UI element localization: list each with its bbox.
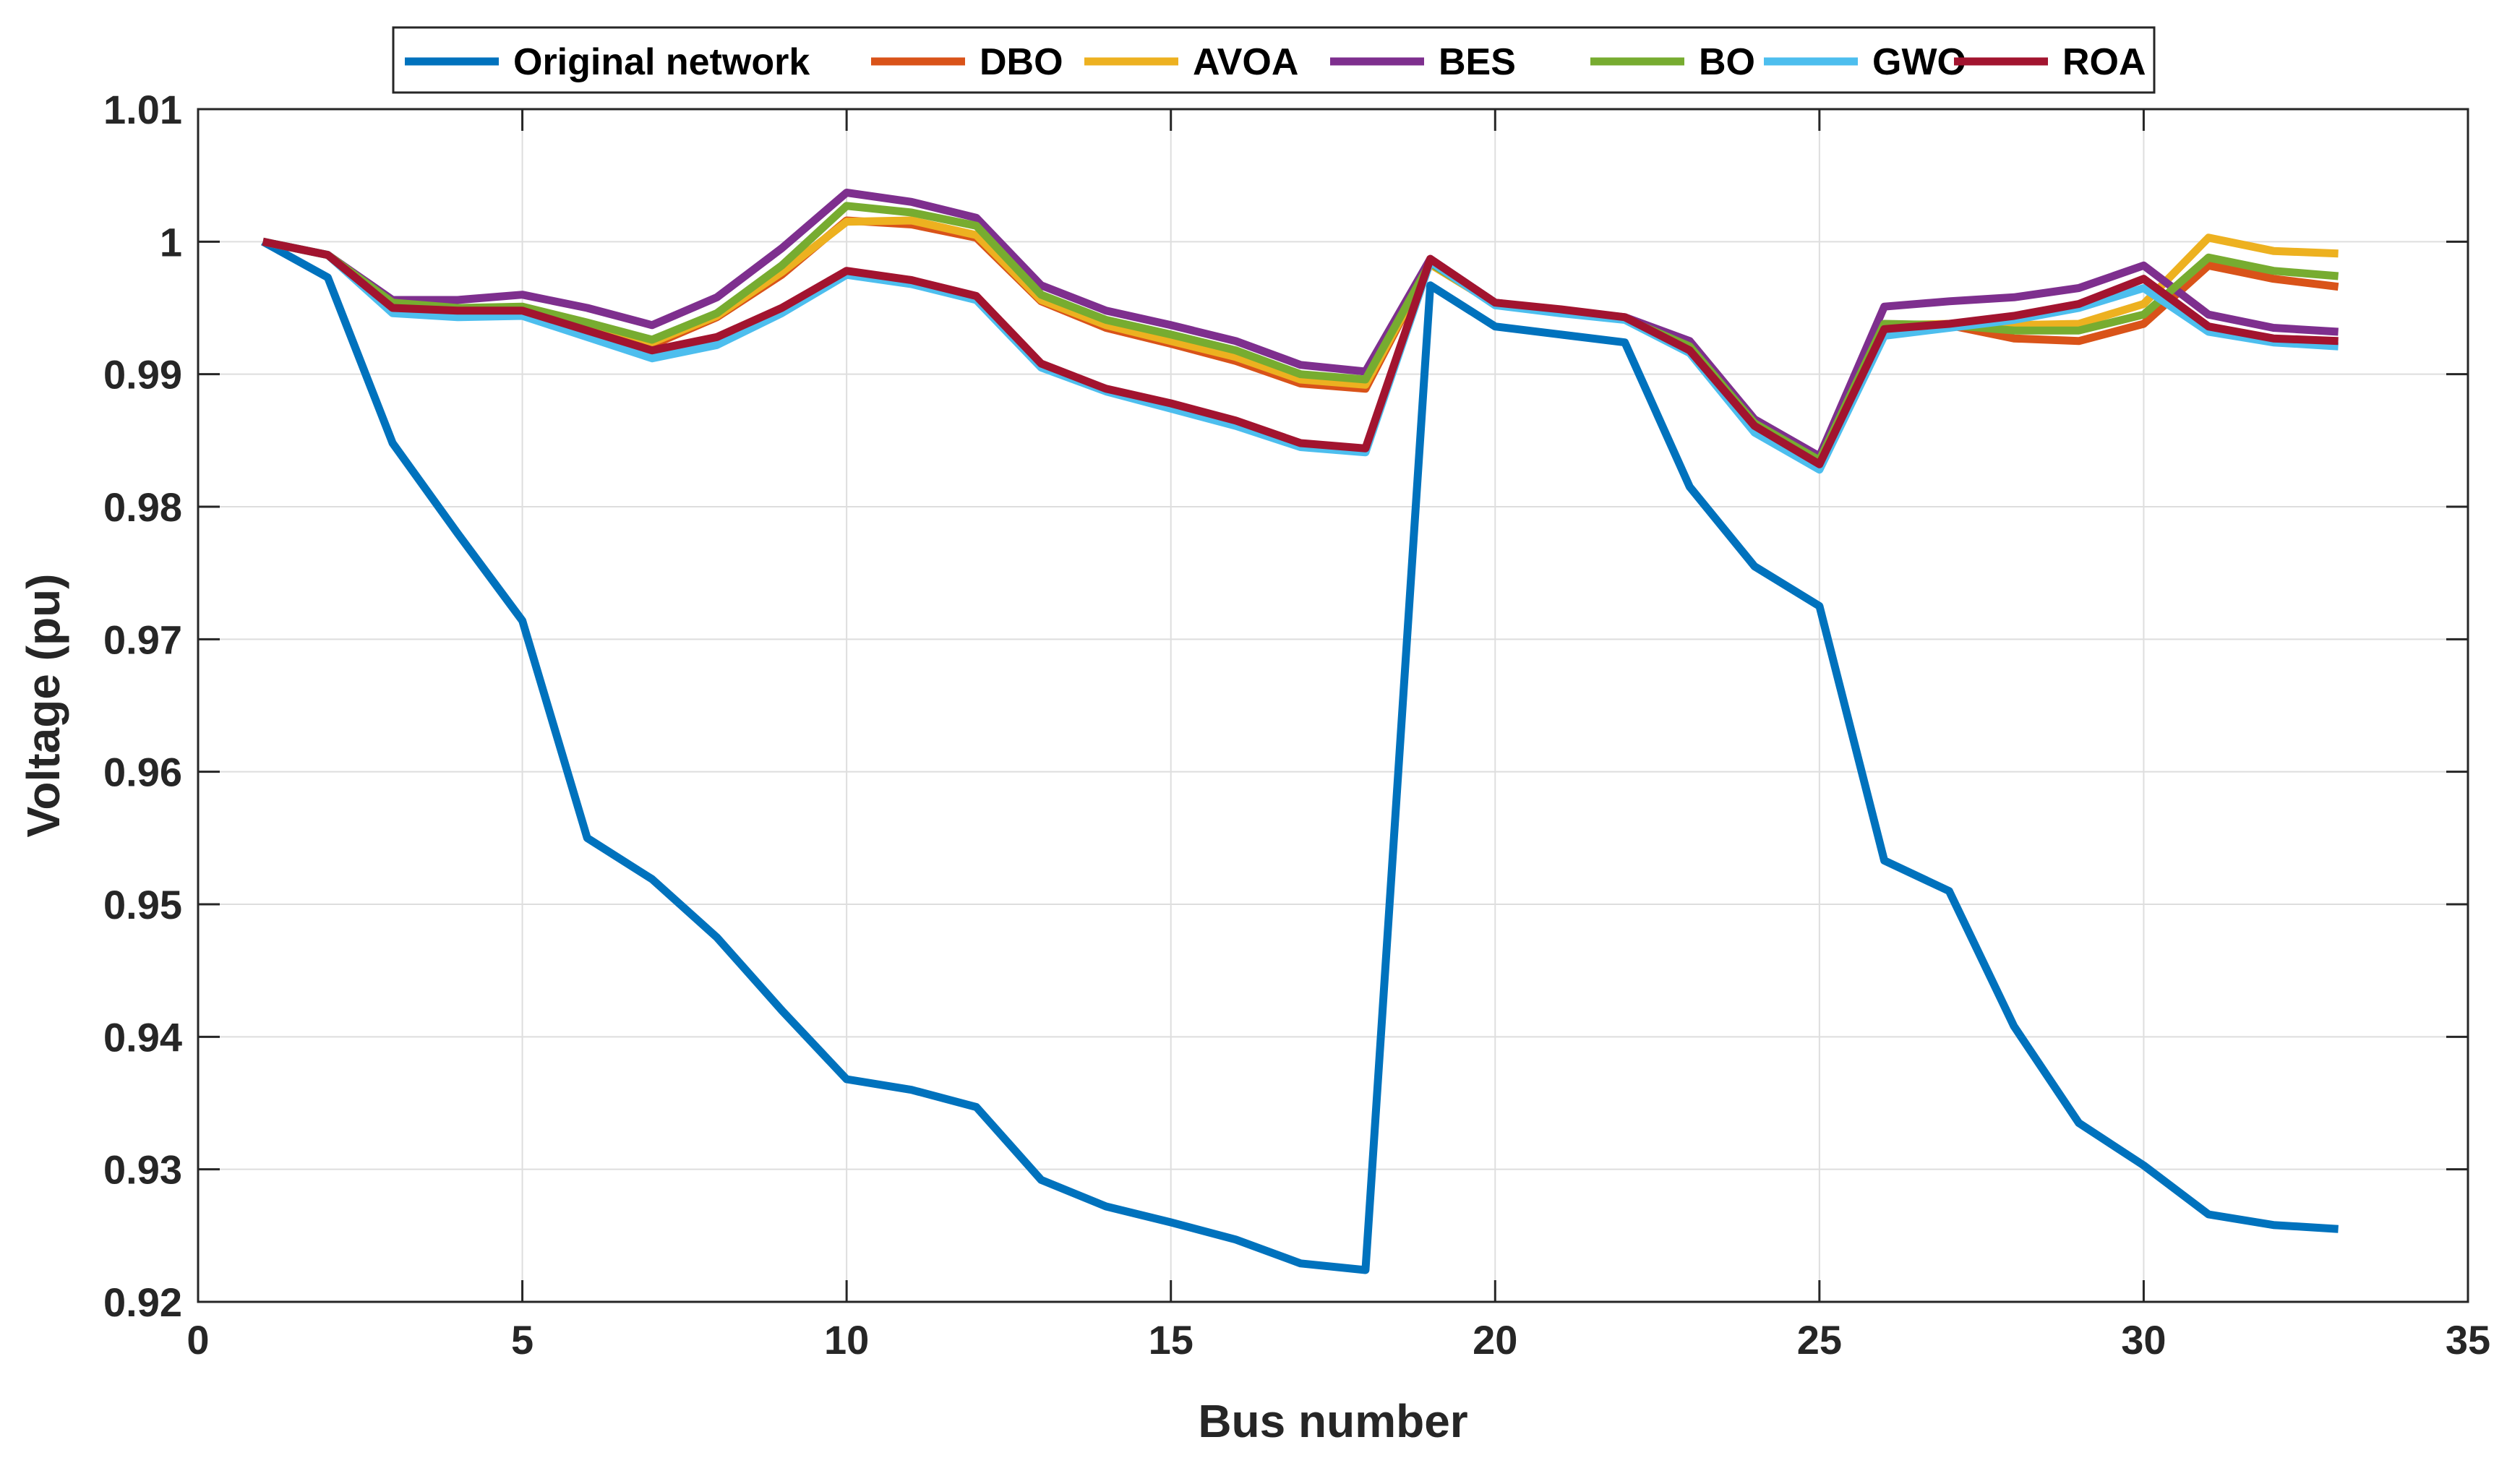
y-tick-label: 0.97 bbox=[103, 617, 182, 662]
y-tick-label: 0.95 bbox=[103, 882, 182, 927]
y-tick-label: 0.93 bbox=[103, 1147, 182, 1193]
tick-marks bbox=[197, 108, 2469, 1303]
x-tick-label: 30 bbox=[2121, 1317, 2166, 1363]
x-tick-label: 10 bbox=[824, 1317, 869, 1363]
y-tick-label: 0.92 bbox=[103, 1279, 182, 1325]
legend-box bbox=[392, 26, 2156, 94]
series-line-original-network bbox=[261, 238, 2339, 1274]
legend-label-bes: BES bbox=[1439, 41, 1516, 83]
x-tick-label: 25 bbox=[1797, 1317, 1842, 1363]
series-layer bbox=[261, 189, 2339, 1274]
y-tick-label: 0.98 bbox=[103, 484, 182, 530]
x-tick-label: 0 bbox=[187, 1317, 209, 1363]
series-line-bes bbox=[262, 189, 2339, 460]
series-line-roa bbox=[262, 237, 2339, 468]
y-tick-label: 1.01 bbox=[103, 87, 182, 132]
x-tick-label: 20 bbox=[1473, 1317, 1517, 1363]
legend-label-bo: BO bbox=[1699, 41, 1755, 83]
y-tick-label: 1 bbox=[160, 219, 182, 265]
series-line-bo bbox=[262, 202, 2339, 465]
y-tick-label: 0.94 bbox=[103, 1014, 182, 1060]
y-tick-label: 0.99 bbox=[103, 352, 182, 398]
y-tick-label: 0.96 bbox=[103, 750, 182, 795]
axes-box bbox=[197, 108, 2469, 1303]
x-axis-label: Bus number bbox=[1198, 1395, 1467, 1447]
legend-label-avoa: AVOA bbox=[1193, 41, 1298, 83]
legend-label-roa: ROA bbox=[2062, 41, 2146, 83]
x-tick-label: 35 bbox=[2446, 1317, 2490, 1363]
legend: Original network DBO AVOA BES BO GWO ROA bbox=[392, 26, 2156, 94]
y-axis-label: Voltage (pu) bbox=[17, 574, 69, 838]
tick-labels: 0 5 10 15 20 25 30 35 0.92 0.93 0.94 0.95 0.96 0.97 0.… bbox=[103, 87, 2490, 1363]
legend-label-gwo: GWO bbox=[1872, 41, 1966, 83]
legend-label-original-network: Original network bbox=[513, 41, 810, 83]
x-tick-label: 15 bbox=[1149, 1317, 1193, 1363]
legend-label-dbo: DBO bbox=[980, 41, 1063, 83]
x-tick-label: 5 bbox=[511, 1317, 533, 1363]
